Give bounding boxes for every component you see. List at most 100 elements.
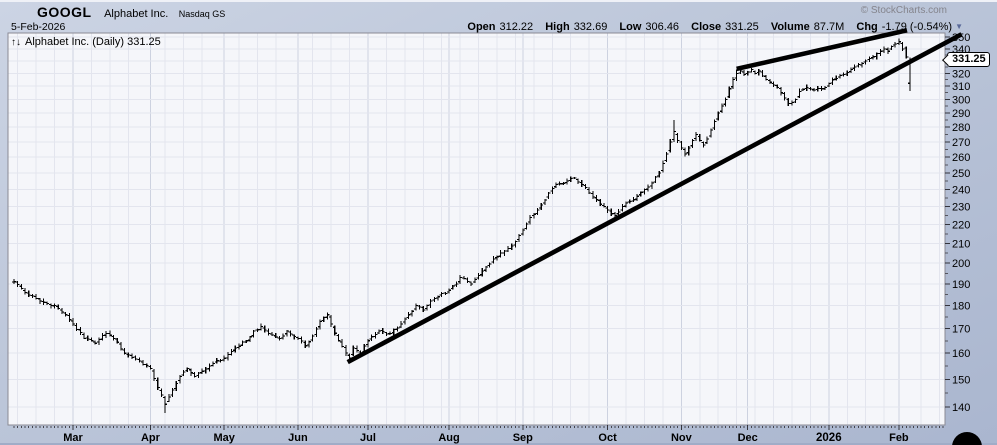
ohlc-bar <box>447 288 452 294</box>
ohlc-bar <box>542 198 547 205</box>
ohlc-bar <box>469 281 474 286</box>
ohlc-bar <box>266 328 271 336</box>
ohlc-bar <box>458 274 463 284</box>
ohlc-bar <box>646 184 651 192</box>
ohlc-bar <box>15 280 20 287</box>
ohlc-bar <box>196 372 201 379</box>
x-axis-month-label: May <box>213 432 235 444</box>
ohlc-bar <box>211 361 216 367</box>
ohlc-bar <box>565 178 570 185</box>
ohlc-bar <box>745 70 750 76</box>
ohlc-bar <box>609 208 614 216</box>
ohlc-bar <box>896 38 901 45</box>
ohlc-bar <box>627 199 632 204</box>
ohlc-bar <box>841 72 846 77</box>
ohlc-bar <box>384 331 389 337</box>
ohlc-bar <box>129 353 134 360</box>
ohlc-bar <box>413 303 418 311</box>
close-label: Close <box>691 21 722 33</box>
ohlc-bar <box>635 193 640 202</box>
ohlc-bar <box>181 369 186 377</box>
ohlc-bar <box>819 85 824 92</box>
ohlc-bar <box>321 316 326 323</box>
ohlc-bar <box>742 70 747 77</box>
ohlc-bar <box>793 98 798 103</box>
ohlc-bar <box>502 250 507 256</box>
ohlc-bar <box>70 318 75 327</box>
y-axis-label: 150 <box>952 374 970 386</box>
ohlc-bar <box>494 255 499 261</box>
ohlc-bar <box>122 348 127 355</box>
ohlc-bar <box>402 317 407 325</box>
ohlc-bar <box>576 178 581 185</box>
ohlc-bar <box>649 181 654 189</box>
ohlc-bar <box>837 74 842 79</box>
ohlc-bar <box>144 363 149 368</box>
ohlc-bar <box>141 359 146 366</box>
ohlc-bar <box>730 76 735 90</box>
ohlc-bar <box>856 63 861 68</box>
company-name: Alphabet Inc. <box>104 8 169 20</box>
ohlc-bar <box>697 133 702 142</box>
ohlc-bar <box>399 321 404 329</box>
ohlc-bar <box>443 292 448 295</box>
ohlc-bar <box>874 52 879 60</box>
legend-toggle-icon[interactable]: ↑↓ <box>11 37 21 48</box>
ohlc-bar <box>93 340 98 345</box>
ohlc-bar <box>885 47 890 55</box>
y-axis-label: 240 <box>952 184 970 196</box>
ohlc-bar <box>82 332 87 340</box>
x-axis-month-label: Aug <box>438 432 459 444</box>
ohlc-bar <box>218 359 223 363</box>
ohlc-bar <box>111 335 116 341</box>
ohlc-bar <box>727 86 732 99</box>
ohlc-bar <box>332 325 337 336</box>
ohlc-bar <box>509 243 514 250</box>
ohlc-bar <box>804 84 809 92</box>
x-axis-month-label: Jul <box>360 432 376 444</box>
ohlc-bar <box>893 42 898 48</box>
symbol-row: GOOGL Alphabet Inc. Nasdaq GS <box>37 4 225 20</box>
ohlc-bar <box>764 74 769 81</box>
ohlc-bar <box>41 298 46 305</box>
x-axis-month-label: Mar <box>63 432 83 444</box>
y-axis-label: 280 <box>952 122 970 134</box>
ohlc-bar <box>37 297 42 305</box>
ohlc-bar <box>233 345 238 353</box>
ohlc-bar <box>472 277 477 283</box>
ohlc-bar <box>535 208 540 216</box>
x-axis-month-label: Dec <box>738 432 758 444</box>
ohlc-bar <box>690 139 695 149</box>
ohlc-bar <box>679 140 684 150</box>
ohlc-bar <box>705 136 710 145</box>
ohlc-bar <box>354 345 359 353</box>
ohlc-bar <box>845 70 850 76</box>
ohlc-bar <box>23 288 28 295</box>
ohlc-bar <box>749 67 754 73</box>
grid <box>8 33 945 425</box>
ohlc-bar <box>365 338 370 348</box>
ohlc-bar <box>188 368 193 376</box>
ohlc-bar <box>867 56 872 62</box>
ohlc-bar <box>594 195 599 203</box>
ohlc-bar <box>657 170 662 178</box>
ohlc-bar <box>391 328 396 336</box>
ohlc-bar <box>520 228 525 236</box>
ohlc-bar <box>590 190 595 200</box>
ohlc-bar <box>701 141 706 148</box>
ohlc-bar <box>100 333 105 341</box>
ohlc-bar <box>834 75 839 81</box>
ohlc-bar <box>454 281 459 287</box>
ohlc-bar <box>270 331 275 336</box>
ohlc-bar <box>325 312 330 320</box>
ohlc-bar <box>605 205 610 214</box>
exchange-name: Nasdaq GS <box>178 9 226 19</box>
ohlc-bar <box>170 387 175 398</box>
ohlc-bar <box>878 48 883 57</box>
ohlc-bar <box>277 335 282 341</box>
ohlc-bar <box>281 333 286 340</box>
ohlc-bar <box>214 358 219 364</box>
ohlc-bar <box>671 120 676 143</box>
ohlc-bar <box>539 202 544 210</box>
chg-value: -1.79 (-0.54%) <box>881 21 953 33</box>
